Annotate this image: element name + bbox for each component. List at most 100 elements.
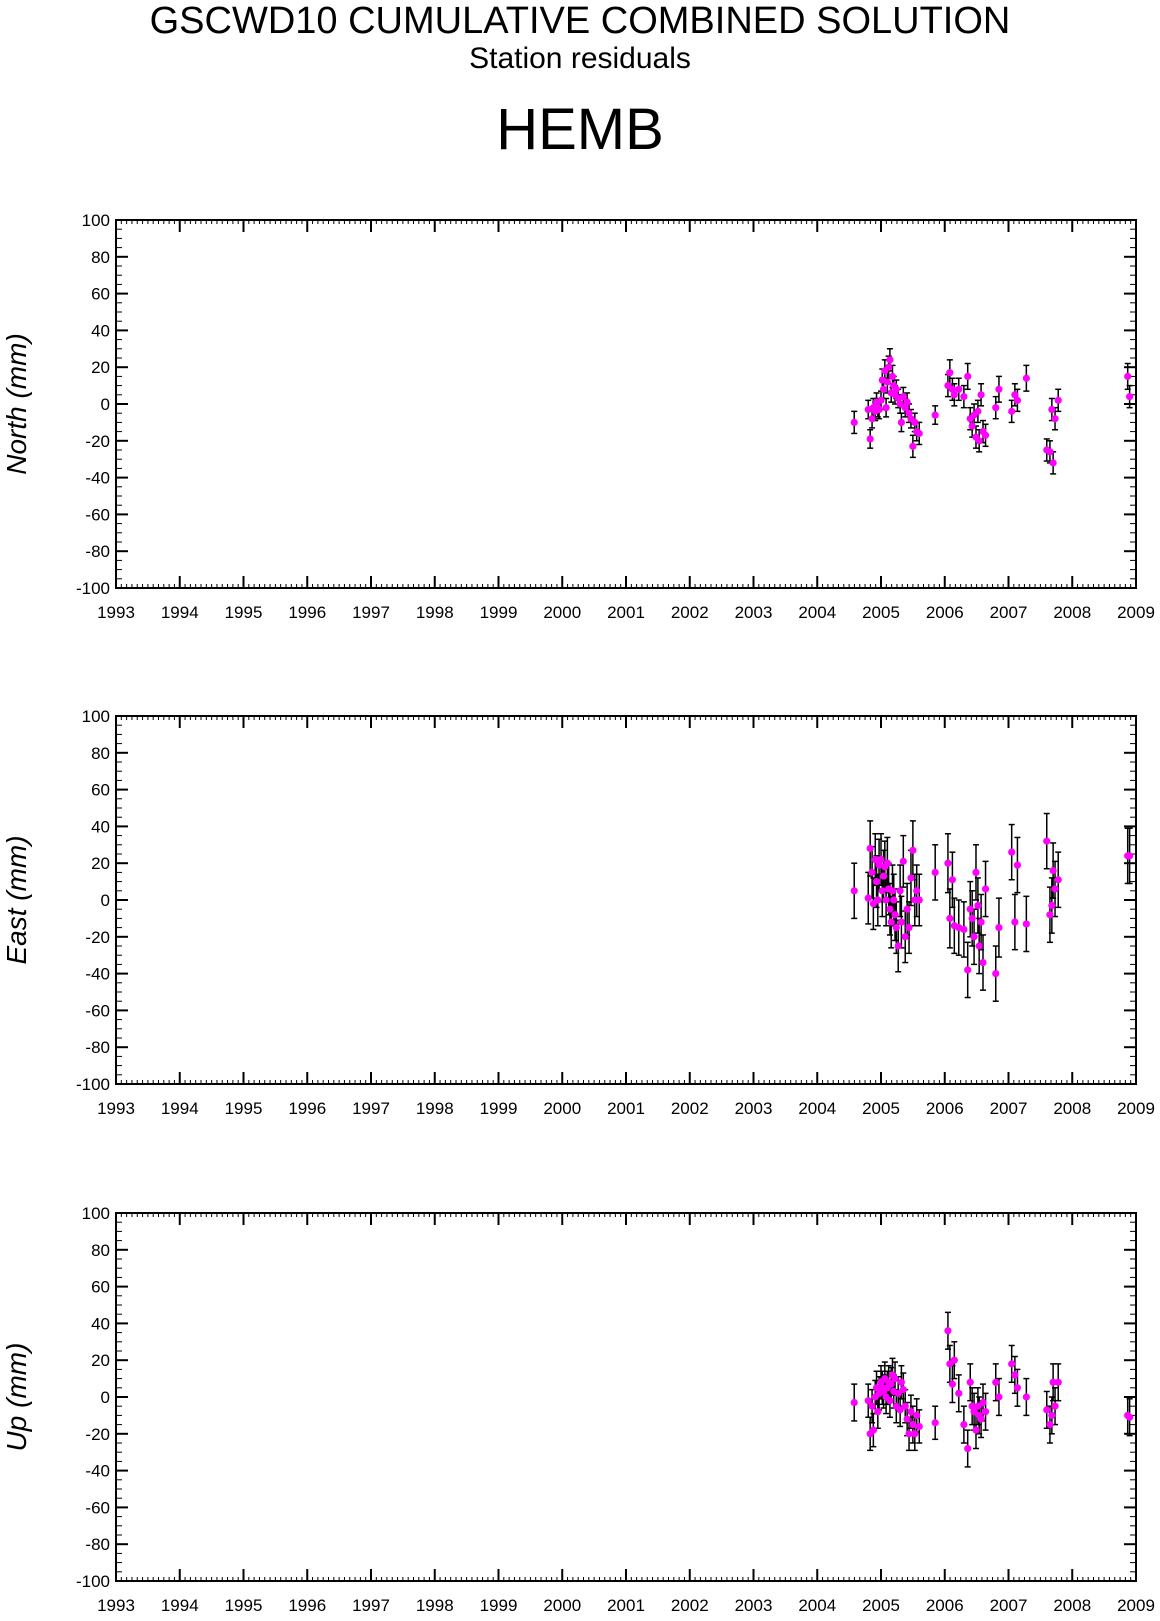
data-point [970, 933, 978, 941]
data-point [883, 859, 891, 867]
data-point [1051, 1402, 1059, 1410]
data-point [1046, 1421, 1054, 1429]
data-point [875, 861, 883, 869]
plot-panel-3: 1993 1994 1995 1996 1997 1998 1999 2000 2001 2002… [1, 1204, 1155, 1615]
data-point [979, 958, 987, 967]
data-point [886, 1397, 894, 1405]
data-point [909, 1421, 917, 1429]
data-point [871, 855, 879, 864]
plot-panel-1: 1993 1994 1995 1996 1997 1998 1999 2000 2001 2002… [1, 211, 1155, 622]
y-tick-label: 80 [91, 248, 110, 267]
data-point [950, 1356, 958, 1364]
data-point [948, 1380, 957, 1388]
y-axis-label: East (mm) [1, 835, 32, 964]
data-point [1048, 901, 1056, 910]
data-point [892, 924, 900, 932]
data-point [883, 378, 891, 386]
x-tick-label: 2008 [1053, 603, 1091, 622]
y-tick-label: 80 [91, 744, 110, 763]
data-point [874, 896, 882, 904]
y-tick-label: 20 [91, 358, 110, 377]
data-point [946, 369, 954, 377]
data-point [931, 411, 939, 419]
x-tick-label: 2005 [862, 603, 900, 622]
data-point [882, 404, 890, 412]
y-tick-label: -20 [85, 928, 110, 947]
x-tick-label: 1998 [416, 1099, 454, 1118]
y-tick-label: 60 [91, 285, 110, 304]
data-point [1054, 1378, 1062, 1386]
data-point [915, 429, 923, 438]
x-tick-label: 1997 [352, 1596, 390, 1615]
data-point [1022, 1393, 1030, 1401]
data-point [977, 918, 985, 926]
y-tick-label: 60 [91, 1278, 110, 1297]
data-point [1011, 918, 1019, 926]
x-tick-label: 1999 [480, 603, 518, 622]
x-tick-label: 2001 [607, 1099, 645, 1118]
x-tick-label: 2000 [543, 1099, 581, 1118]
x-tick-label: 2002 [671, 1099, 709, 1118]
data-point [1126, 393, 1134, 401]
data-point [966, 905, 974, 913]
data-point [866, 844, 874, 853]
x-tick-label: 1993 [97, 1596, 135, 1615]
data-point [950, 391, 958, 399]
x-tick-label: 2007 [990, 1596, 1028, 1615]
y-tick-label: 0 [101, 395, 110, 414]
data-point [872, 878, 881, 886]
y-tick-label: -80 [85, 1038, 110, 1057]
data-point [975, 942, 983, 950]
data-point [877, 855, 885, 864]
data-point [850, 887, 858, 895]
x-tick-label: 2004 [798, 1596, 836, 1615]
y-tick-label: -100 [76, 1572, 110, 1591]
data-point [944, 859, 952, 867]
y-tick-label: 40 [91, 321, 110, 340]
data-point [1051, 885, 1059, 893]
y-tick-label: -80 [85, 542, 110, 561]
x-tick-label: 1993 [97, 603, 135, 622]
data-point [905, 1430, 913, 1438]
data-point [974, 407, 982, 415]
data-point [909, 846, 917, 854]
chart-title: GSCWD10 CUMULATIVE COMBINED SOLUTION [149, 0, 1011, 42]
x-tick-label: 2000 [543, 1596, 581, 1615]
data-point [1013, 1384, 1022, 1392]
data-point [964, 966, 972, 974]
data-point [850, 418, 858, 426]
y-tick-label: -40 [85, 469, 110, 488]
data-point [968, 914, 976, 923]
data-point [1048, 405, 1056, 414]
data-point [966, 1378, 974, 1386]
data-point [946, 914, 954, 923]
data-point [875, 405, 883, 414]
data-point [960, 925, 968, 934]
data-point [1013, 861, 1022, 869]
y-axis-label: North (mm) [1, 333, 32, 475]
data-point [915, 896, 923, 904]
data-point [992, 970, 1000, 978]
x-tick-label: 2007 [990, 1099, 1028, 1118]
y-tick-label: -40 [85, 1462, 110, 1481]
data-point [891, 911, 899, 919]
data-point [877, 396, 885, 404]
data-point [885, 363, 893, 371]
plot-frame [115, 715, 1137, 1085]
y-tick-label: 0 [101, 1388, 110, 1407]
data-point [981, 885, 990, 893]
data-point [886, 356, 894, 364]
data-point [890, 896, 898, 904]
y-tick-label: -20 [85, 1425, 110, 1444]
data-point [901, 933, 909, 941]
x-tick-label: 1997 [352, 1099, 390, 1118]
data-point [955, 385, 963, 393]
data-point [894, 1389, 902, 1397]
x-tick-label: 1994 [161, 1596, 199, 1615]
data-point [979, 1398, 987, 1407]
x-tick-label: 1996 [288, 603, 326, 622]
data-point [1043, 1406, 1051, 1414]
x-tick-label: 1996 [288, 1596, 326, 1615]
x-tick-label: 1997 [352, 603, 390, 622]
